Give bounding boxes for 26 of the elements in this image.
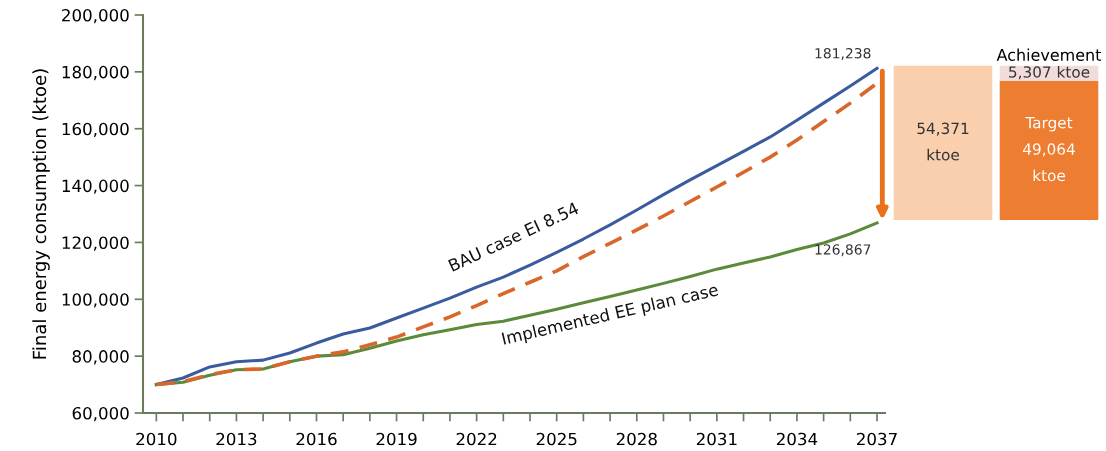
data-label: 5,307 ktoe xyxy=(1009,65,1090,80)
y-tick-label: 180,000 xyxy=(62,65,129,81)
y-axis-title: Final energy consumption (ktoe) xyxy=(32,69,50,359)
text: Achievement xyxy=(996,48,1102,61)
x-tick-label: 2025 xyxy=(536,432,577,446)
y-tick-label: 80,000 xyxy=(72,350,129,365)
x-tick-label: 2037 xyxy=(857,432,897,446)
data-label: 54,371 ktoe xyxy=(917,122,969,161)
x-tick-label: 2019 xyxy=(376,432,417,446)
x-tick-label: 2022 xyxy=(456,432,497,446)
y-tick-label: 160,000 xyxy=(62,122,129,137)
annotation: 126,867 xyxy=(815,244,871,257)
y-tick-label: 100,000 xyxy=(62,293,129,308)
y-tick-label: 120,000 xyxy=(62,236,129,251)
text: BAU case EI 8.54 xyxy=(447,201,580,272)
x-tick-label: 2010 xyxy=(136,432,177,446)
x-tick-label: 2034 xyxy=(776,432,818,446)
x-tick-label: 2031 xyxy=(696,432,737,446)
y-tick-label: 140,000 xyxy=(62,179,129,194)
y-tick-label: 200,000 xyxy=(62,8,129,24)
data-label: Target 49,064 ktoe xyxy=(1023,117,1075,182)
x-tick-label: 2028 xyxy=(616,432,657,446)
x-tick-label: 2013 xyxy=(216,432,257,446)
y-tick-label: 60,000 xyxy=(72,406,129,422)
annotation: 181,238 xyxy=(815,47,871,60)
x-tick-label: 2016 xyxy=(296,432,337,446)
